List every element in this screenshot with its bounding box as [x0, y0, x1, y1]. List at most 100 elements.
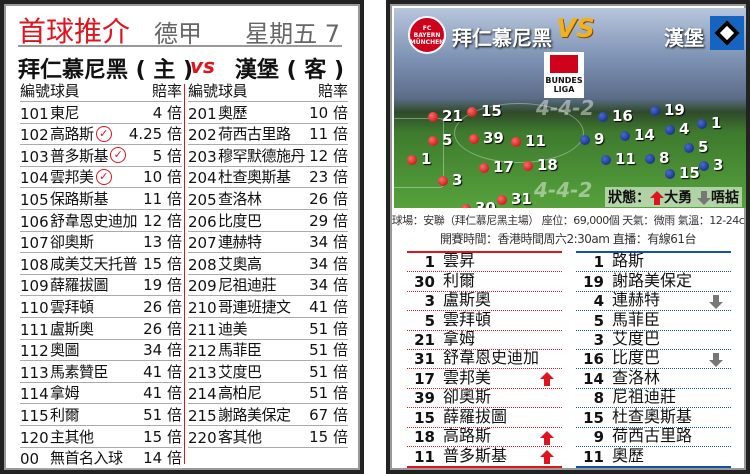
header-no: 編號 — [20, 82, 51, 100]
list-item: 15 薛羅拔圖 — [407, 407, 562, 428]
venue-info: 球場：安聯（拜仁慕尼黑主場） 座位：69,000個 天氣：微雨 氣溫：12-24… — [391, 214, 745, 227]
player-odds: 11 倍 — [143, 189, 182, 208]
shirt-number: 5 — [593, 311, 604, 330]
list-item: 17 雲邦美 — [407, 368, 562, 389]
arrow-up-icon — [650, 191, 665, 205]
player-marker-number: 3 — [452, 171, 463, 189]
table-row: 213 艾度巴 51 倍 — [188, 361, 348, 383]
player-number: 102 — [20, 126, 49, 145]
check-circle-icon: ✓ — [95, 168, 112, 185]
table-row: 202 荷西古里路 11 倍 — [188, 124, 348, 146]
player-name: 東尼 — [50, 102, 153, 123]
player-name-text: 哥連班捷文 — [218, 297, 291, 316]
table-row: 101 東尼 4 倍 — [20, 102, 182, 124]
player-name: 舒韋恩史迪加 — [443, 348, 540, 368]
lineup-panel: FC BAYERN MÜNCHEN 拜仁慕尼黑 VS BUNDES LIGA 漢堡… — [386, 0, 750, 474]
player-name: 比度巴 — [612, 348, 661, 368]
kickoff-info: 開賽時間：香港時間周六2:30am 直播：有線61台 — [439, 232, 697, 246]
player-odds: 4 倍 — [152, 103, 182, 122]
player-name: 哥連班捷文 — [218, 296, 309, 317]
status-legend: 狀態： 大勇 唔掂 — [605, 187, 742, 207]
player-odds: 67 倍 — [309, 405, 348, 424]
player-odds: 13 倍 — [143, 233, 182, 252]
player-name: 雲昇 — [443, 251, 476, 271]
player-name: 拿姆 — [50, 382, 143, 403]
player-name: 高路斯 — [443, 425, 492, 445]
player-name: 利爾 — [443, 270, 476, 290]
player-number: 211 — [188, 320, 217, 339]
check-circle-icon: ✓ — [110, 147, 127, 164]
arrow-up-icon — [540, 372, 554, 387]
list-item: 31 舒韋恩史迪加 — [407, 348, 562, 370]
player-odds: 41 倍 — [309, 297, 348, 316]
player-name-text: 利爾 — [50, 405, 80, 424]
bundesliga-logo: BUNDES LIGA — [544, 52, 584, 98]
list-item: 1 雲昇 — [407, 251, 562, 273]
player-odds: 34 倍 — [309, 233, 348, 252]
league-label: 德甲 — [154, 20, 202, 48]
player-name-text: 穆罕默德施丹 — [218, 146, 306, 165]
player-name-text: 艾度巴 — [218, 362, 262, 381]
player-name: 艾度巴 — [612, 328, 661, 348]
table-row: 110 雲拜頓 26 倍 — [20, 296, 182, 318]
table-row: 215 謝路美保定 67 倍 — [188, 404, 348, 426]
player-name: 穆罕默德施丹 — [218, 145, 309, 166]
shirt-number: 5 — [424, 311, 435, 330]
player-name-text: 普多斯基 — [50, 146, 109, 165]
header-player: 球員 — [218, 82, 248, 100]
header-odds: 賠率 — [151, 82, 182, 100]
center-circle — [454, 103, 584, 163]
table-row: 203 穆罕默德施丹 12 倍 — [188, 145, 348, 167]
player-odds: 34 倍 — [309, 254, 348, 273]
player-marker — [665, 169, 675, 179]
shirt-number: 39 — [414, 389, 435, 408]
player-odds: 12 倍 — [309, 146, 348, 165]
player-name: 路斯 — [612, 251, 645, 271]
table-row: 111 盧斯奧 26 倍 — [20, 318, 182, 340]
player-name: 謝路美保定 — [612, 270, 693, 290]
player-name-text: 杜查奧斯基 — [218, 168, 291, 187]
player-number: 108 — [20, 255, 49, 274]
player-number: 210 — [188, 298, 217, 317]
table-row: 207 連赫特 34 倍 — [188, 232, 348, 254]
player-name-text: 迪美 — [218, 319, 248, 338]
shirt-number: 1 — [593, 253, 604, 272]
shirt-number: 18 — [414, 427, 435, 446]
player-name: 雲邦美 ✓ — [50, 166, 143, 187]
player-number: 114 — [20, 385, 49, 404]
home-formation: 4-4-2 — [536, 96, 595, 120]
player-name: 雲邦美 — [443, 367, 492, 387]
away-odds-table: 編號 球員 賠率 201 奧歷 10 倍 202 荷西古里路 11 倍 203 穆罕默德施丹 1… — [188, 82, 348, 448]
player-name: 杜查奧斯基 — [218, 166, 309, 187]
player-name-text: 荷西古里路 — [218, 125, 291, 144]
player-odds: 51 倍 — [309, 319, 348, 338]
arrow-up-icon — [540, 449, 554, 464]
player-marker — [620, 131, 630, 141]
table-row: 201 奧歷 10 倍 — [188, 102, 348, 124]
player-number: 101 — [20, 104, 49, 123]
player-marker-number: 14 — [634, 126, 655, 144]
player-name-text: 雲拜頓 — [50, 297, 94, 316]
hamburg-logo — [710, 16, 744, 50]
player-number: 105 — [20, 190, 49, 209]
arrow-down-icon — [697, 191, 711, 205]
player-name: 艾度巴 — [218, 361, 309, 382]
player-name: 拿姆 — [443, 328, 476, 348]
player-name: 薛羅拔圖 — [443, 406, 508, 426]
player-marker — [697, 119, 707, 129]
player-odds: 51 倍 — [309, 341, 348, 360]
player-number: 203 — [188, 147, 217, 166]
player-number: 103 — [20, 147, 49, 166]
table-row: 108 咸美艾天托普 15 倍 — [20, 253, 182, 275]
list-item: 11 普多斯基 — [407, 446, 562, 466]
player-marker — [580, 135, 590, 145]
player-name-text: 馬素贊臣 — [50, 362, 109, 381]
player-marker — [511, 137, 521, 147]
player-name-text: 雲邦美 — [50, 168, 94, 187]
table-row: 00 無首名入球 14 倍 — [20, 448, 182, 470]
player-marker — [469, 134, 479, 144]
player-marker — [699, 161, 709, 171]
player-name-text: 查洛林 — [218, 189, 262, 208]
player-name: 艾奧高 — [218, 253, 309, 274]
list-item: 18 高路斯 — [407, 426, 562, 447]
